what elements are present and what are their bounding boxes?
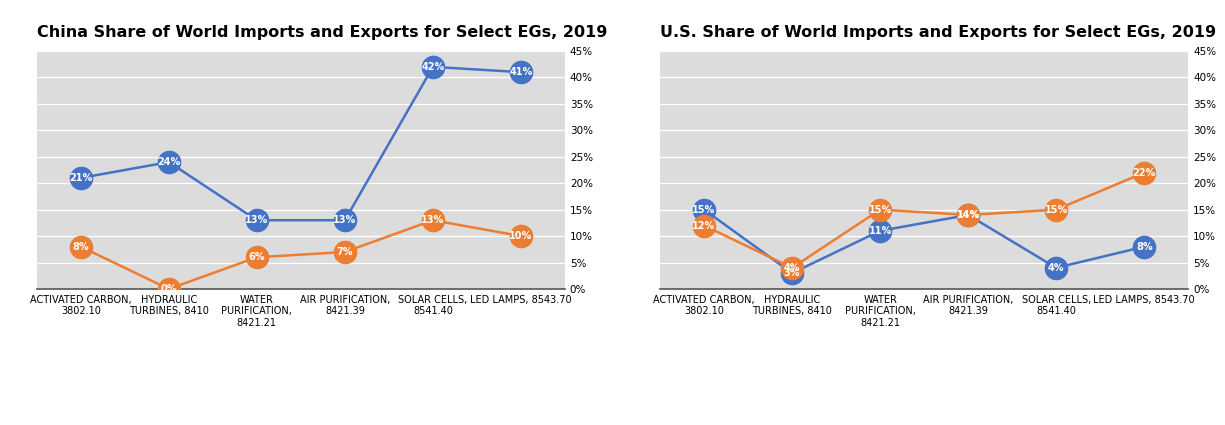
Line: US Share World Imports: US Share World Imports bbox=[693, 162, 1155, 279]
US Share World Exports bbox=[1049, 265, 1063, 270]
Text: 15%: 15% bbox=[869, 205, 892, 215]
Line: China Share World Imports: China Share World Imports bbox=[70, 209, 532, 300]
Text: 4%: 4% bbox=[784, 263, 800, 273]
China Share World Exports bbox=[425, 64, 440, 69]
Text: 15%: 15% bbox=[1045, 205, 1068, 215]
US Share World Exports bbox=[960, 212, 975, 218]
Text: 7%: 7% bbox=[337, 247, 353, 257]
US Share World Imports bbox=[697, 223, 712, 228]
China Share World Exports bbox=[338, 218, 353, 223]
US Share World Exports bbox=[1137, 244, 1151, 249]
China Share World Imports bbox=[513, 234, 528, 239]
China Share World Imports bbox=[338, 249, 353, 255]
US Share World Exports bbox=[697, 207, 712, 212]
China Share World Imports bbox=[162, 286, 176, 292]
Text: 4%: 4% bbox=[1047, 263, 1065, 273]
US Share World Imports bbox=[1049, 207, 1063, 212]
Text: 8%: 8% bbox=[1136, 242, 1153, 252]
US Share World Exports bbox=[785, 271, 800, 276]
Line: US Share World Exports: US Share World Exports bbox=[693, 198, 1155, 284]
Text: 21%: 21% bbox=[69, 173, 92, 183]
Text: 42%: 42% bbox=[421, 62, 445, 72]
China Share World Exports bbox=[513, 70, 528, 75]
Text: 15%: 15% bbox=[692, 205, 715, 215]
China Share World Imports bbox=[425, 218, 440, 223]
US Share World Imports bbox=[1137, 170, 1151, 175]
Text: 22%: 22% bbox=[1133, 167, 1156, 178]
US Share World Imports bbox=[960, 212, 975, 218]
Line: China Share World Exports: China Share World Exports bbox=[70, 56, 532, 231]
Text: 13%: 13% bbox=[333, 215, 356, 225]
China Share World Exports bbox=[74, 176, 88, 181]
Text: 12%: 12% bbox=[692, 221, 715, 230]
US Share World Imports bbox=[872, 207, 887, 212]
US Share World Imports bbox=[785, 265, 800, 270]
Text: 10%: 10% bbox=[510, 231, 533, 241]
Text: 3%: 3% bbox=[784, 268, 800, 278]
Text: 14%: 14% bbox=[957, 210, 980, 220]
Text: 14%: 14% bbox=[957, 210, 980, 220]
Text: U.S. Share of World Imports and Exports for Select EGs, 2019: U.S. Share of World Imports and Exports … bbox=[660, 25, 1216, 40]
Text: 13%: 13% bbox=[245, 215, 268, 225]
Text: 0%: 0% bbox=[160, 284, 178, 294]
China Share World Imports bbox=[74, 244, 88, 249]
Text: 8%: 8% bbox=[72, 242, 89, 252]
China Share World Exports bbox=[162, 159, 176, 164]
Text: 11%: 11% bbox=[869, 226, 892, 236]
Text: 6%: 6% bbox=[249, 252, 265, 262]
US Share World Exports bbox=[872, 228, 887, 233]
Text: China Share of World Imports and Exports for Select EGs, 2019: China Share of World Imports and Exports… bbox=[37, 25, 608, 40]
Text: 13%: 13% bbox=[421, 215, 445, 225]
Text: 24%: 24% bbox=[157, 157, 180, 167]
Text: 41%: 41% bbox=[510, 67, 533, 77]
China Share World Imports bbox=[250, 255, 265, 260]
China Share World Exports bbox=[250, 218, 265, 223]
